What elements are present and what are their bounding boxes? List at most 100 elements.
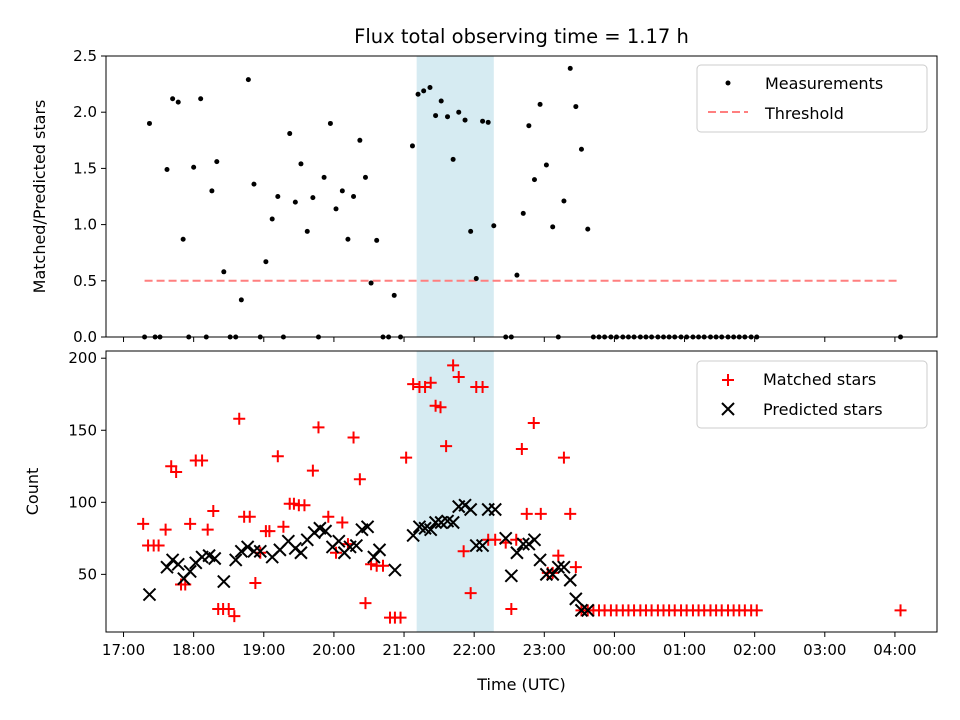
matched-star-point	[359, 597, 372, 610]
bottom-x-tick-label: 22:00	[453, 641, 496, 659]
predicted-star-point	[475, 538, 490, 553]
bottom-y-axis-label: Count	[23, 468, 42, 516]
measurement-point	[543, 162, 549, 168]
predicted-star-point	[574, 603, 589, 618]
measurement-point	[245, 77, 251, 83]
measurement-point	[456, 109, 462, 115]
matched-star-point	[489, 533, 502, 546]
predicted-star-point	[349, 538, 364, 553]
legend-matched-label: Matched stars	[763, 370, 876, 389]
top-legend-box	[696, 64, 928, 133]
bottom-x-tick-label: 18:00	[172, 641, 215, 659]
bottom-x-ticks: 17:00 18:00 19:00 20:00 21:00 22:00 23:00 00:00…	[102, 632, 917, 659]
top-y-tick-label: 2.5	[73, 47, 97, 65]
bottom-y-tick-label: 50	[78, 565, 97, 583]
predicted-star-point	[142, 587, 157, 602]
predicted-star-point	[247, 544, 261, 559]
predicted-star-point	[581, 603, 595, 618]
measurement-point	[321, 174, 327, 180]
measurement-point	[292, 199, 298, 205]
bottom-x-tick-label: 02:00	[733, 641, 776, 659]
bottom-legend: Matched stars Predicted stars	[696, 360, 928, 429]
predicted-star-point	[469, 538, 483, 553]
predicted-star-point	[183, 564, 197, 579]
measurement-point	[561, 198, 567, 204]
bottom-x-tick-label: 03:00	[803, 641, 846, 659]
predicted-star-point	[372, 543, 387, 557]
top-highlight-span	[416, 56, 494, 337]
matched-star-point	[434, 401, 447, 414]
matched-star-point	[228, 610, 241, 623]
measurement-point	[209, 188, 215, 194]
measurement-point	[191, 164, 197, 170]
top-y-tick-label: 0.0	[73, 328, 97, 346]
measurement-point	[310, 195, 316, 201]
bottom-x-tick-label: 04:00	[873, 641, 916, 659]
predicted-star-point	[510, 546, 524, 560]
measurement-point	[146, 120, 152, 126]
measurement-point	[531, 177, 537, 183]
bottom-y-tick-label: 100	[68, 493, 97, 511]
top-legend: Measurements Threshold	[696, 64, 928, 133]
bottom-x-tick-label: 20:00	[312, 641, 355, 659]
predicted-star-point	[171, 557, 185, 571]
measurement-point	[333, 206, 339, 212]
matched-star-point	[322, 510, 335, 523]
matched-star-point	[201, 523, 214, 536]
matched-star-point	[159, 523, 172, 536]
measurement-point	[180, 236, 186, 242]
matched-star-point	[464, 587, 477, 600]
measurement-point	[409, 143, 415, 149]
measurement-point	[480, 118, 486, 124]
predicted-stars-series	[142, 498, 595, 618]
measurement-point	[214, 159, 220, 165]
top-chart-title: Flux total observing time = 1.17 h	[354, 25, 689, 48]
matched-star-point	[557, 451, 570, 464]
predicted-star-point	[463, 502, 478, 517]
measurement-point	[433, 113, 439, 119]
predicted-star-point	[240, 540, 255, 554]
matched-star-point	[298, 499, 311, 512]
measurement-point	[445, 114, 451, 120]
matched-star-point	[394, 611, 407, 624]
measurement-point	[421, 88, 427, 94]
matched-star-point	[505, 602, 518, 615]
matched-star-point	[243, 510, 256, 523]
top-y-tick-label: 1.5	[73, 159, 97, 177]
legend-measurements-label: Measurements	[765, 74, 883, 93]
measurement-point	[578, 146, 584, 152]
measurement-point	[339, 188, 345, 194]
matched-star-point	[249, 577, 262, 590]
predicted-star-point	[527, 533, 542, 547]
measurement-point	[573, 104, 579, 110]
measurement-point	[298, 161, 304, 167]
top-y-ticks: 0.0 0.5 1.0 1.5 2.0 2.5	[73, 47, 106, 346]
top-y-tick-label: 1.0	[73, 216, 97, 234]
legend-predicted-label: Predicted stars	[763, 400, 883, 419]
matched-star-point	[424, 376, 437, 389]
measurements-series	[142, 65, 904, 340]
bottom-x-tick-label: 01:00	[663, 641, 706, 659]
predicted-star-point	[563, 573, 577, 587]
matched-star-point	[377, 559, 389, 572]
matched-star-point	[520, 507, 533, 520]
measurement-point	[526, 123, 532, 129]
matched-star-point	[222, 602, 235, 615]
top-axes-frame	[105, 55, 938, 338]
predicted-star-point	[569, 592, 583, 606]
legend-predicted-marker	[721, 402, 735, 416]
top-y-tick-label: 0.5	[73, 272, 97, 290]
bottom-x-axis-label: Time (UTC)	[476, 675, 565, 694]
measurement-point	[251, 181, 257, 187]
bottom-axes-frame	[105, 350, 938, 633]
measurement-point	[238, 297, 244, 303]
matched-star-point	[894, 604, 907, 617]
measurement-point	[198, 96, 204, 102]
matched-star-point	[569, 561, 582, 574]
predicted-star-point	[367, 550, 381, 564]
matched-star-point	[347, 431, 360, 444]
legend-measurements-marker	[725, 80, 731, 86]
bottom-x-tick-label: 23:00	[523, 641, 566, 659]
predicted-star-point	[360, 520, 375, 534]
measurement-point	[537, 101, 543, 107]
